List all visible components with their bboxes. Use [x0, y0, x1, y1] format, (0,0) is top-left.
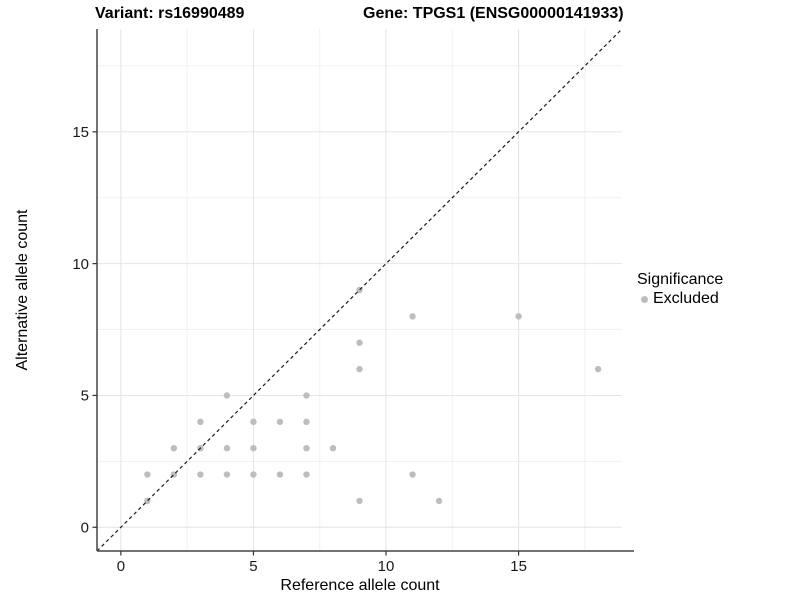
- y-axis-title: Alternative allele count: [14, 209, 31, 371]
- x-tick-label: 10: [378, 558, 395, 575]
- data-point: [276, 471, 284, 478]
- data-point: [409, 313, 416, 320]
- x-tick-label: 5: [249, 558, 257, 575]
- data-point: [303, 444, 310, 452]
- legend-item-excluded: Excluded: [637, 290, 723, 308]
- y-tick-label: 0: [81, 520, 89, 537]
- data-point: [223, 444, 231, 452]
- x-tick-label: 0: [117, 558, 125, 575]
- data-point: [144, 471, 151, 478]
- x-axis-title: Reference allele count: [280, 577, 440, 594]
- legend-item-label: Excluded: [653, 290, 719, 307]
- data-point: [515, 313, 522, 320]
- excluded-point-swatch-icon: [641, 295, 648, 303]
- x-tick-label: 15: [510, 558, 527, 575]
- data-point: [223, 471, 231, 478]
- y-tick-label: 10: [72, 256, 89, 273]
- data-point: [303, 418, 310, 426]
- plot-title-gene: Gene: TPGS1 (ENSG00000141933): [363, 5, 624, 22]
- data-point: [435, 497, 443, 505]
- y-tick-label: 15: [72, 124, 89, 141]
- data-point: [250, 471, 257, 478]
- data-point: [356, 365, 363, 373]
- data-point: [356, 497, 363, 505]
- data-point: [356, 339, 363, 346]
- data-point: [223, 392, 231, 399]
- legend: Significance Excluded: [637, 271, 723, 308]
- plot-title-variant: Variant: rs16990489: [95, 5, 245, 22]
- data-point: [303, 392, 310, 399]
- data-point: [303, 471, 310, 478]
- data-point: [197, 418, 204, 426]
- data-point: [329, 444, 337, 452]
- data-point: [250, 444, 257, 452]
- data-point: [170, 444, 178, 452]
- data-point: [594, 365, 602, 373]
- data-point: [409, 471, 416, 478]
- data-point: [250, 418, 257, 426]
- data-point: [276, 418, 284, 426]
- legend-title: Significance: [637, 271, 724, 288]
- data-point: [197, 471, 204, 478]
- y-tick-label: 5: [81, 388, 89, 405]
